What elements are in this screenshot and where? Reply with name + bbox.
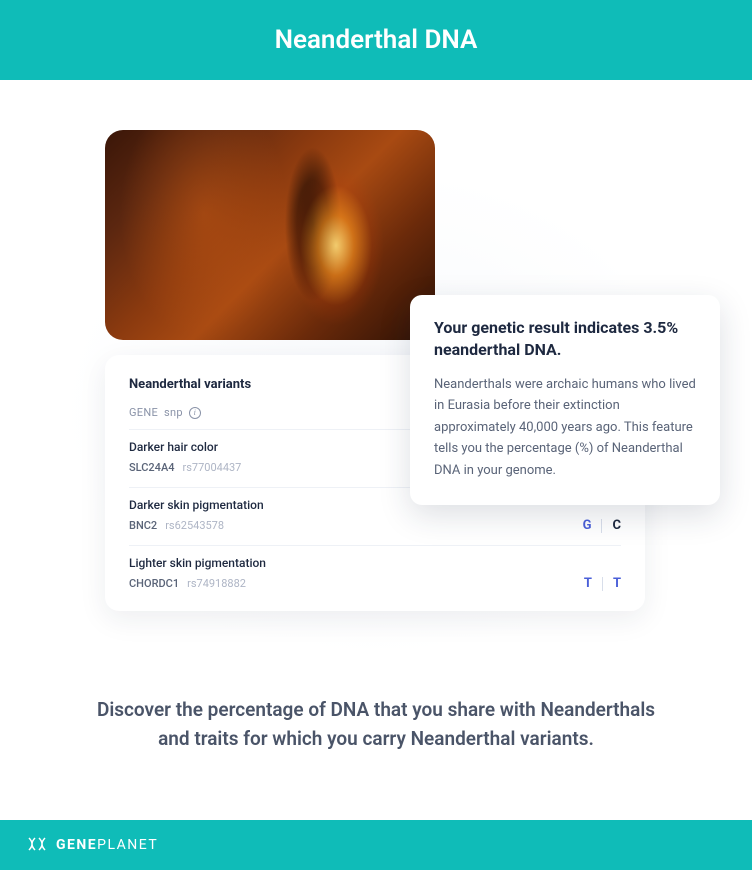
gene-info: BNC2 rs62543578: [129, 519, 224, 532]
result-body: Neanderthals were archaic humans who liv…: [434, 374, 696, 481]
dna-icon: [28, 836, 46, 855]
header-bar: Neanderthal DNA: [0, 0, 752, 80]
column-snp-label: snp: [164, 406, 183, 419]
brand-light: PLANET: [97, 837, 158, 853]
snp-id: rs74918882: [187, 577, 246, 590]
result-card: Your genetic result indicates 3.5% neand…: [410, 295, 720, 505]
card-stack: Neanderthal variants GENE snp i Darker h…: [105, 130, 645, 340]
content-area: Neanderthal variants GENE snp i Darker h…: [0, 80, 752, 820]
info-icon[interactable]: i: [189, 407, 201, 419]
allele-separator: [601, 519, 602, 533]
gene-name: BNC2: [129, 519, 157, 532]
allele-2: T: [613, 576, 621, 591]
allele-1: G: [583, 518, 592, 533]
page-title: Neanderthal DNA: [275, 25, 478, 55]
brand-bold: GENE: [56, 837, 97, 853]
allele-1: T: [584, 576, 592, 591]
allele-separator: [602, 577, 603, 591]
snp-id: rs62543578: [165, 519, 224, 532]
gene-line: BNC2rs62543578GC: [129, 518, 621, 533]
gene-info: SLC24A4 rs77004437: [129, 461, 241, 474]
alleles: GC: [583, 518, 621, 533]
column-gene-label: GENE: [129, 406, 158, 419]
allele-2: C: [612, 518, 621, 533]
footer-bar: GENEPLANET: [0, 820, 752, 870]
gene-line: CHORDC1rs74918882TT: [129, 576, 621, 591]
result-headline: Your genetic result indicates 3.5% neand…: [434, 317, 696, 362]
tagline: Discover the percentage of DNA that you …: [0, 695, 752, 754]
gene-info: CHORDC1 rs74918882: [129, 577, 246, 590]
alleles: TT: [584, 576, 621, 591]
gene-name: CHORDC1: [129, 577, 179, 590]
footer-brand: GENEPLANET: [56, 837, 158, 853]
variant-row: Lighter skin pigmentation CHORDC1 rs749188…: [129, 545, 621, 603]
gene-name: SLC24A4: [129, 461, 175, 474]
hero-image: [105, 130, 435, 340]
snp-id: rs77004437: [183, 461, 242, 474]
trait-name: Lighter skin pigmentation: [129, 556, 621, 570]
